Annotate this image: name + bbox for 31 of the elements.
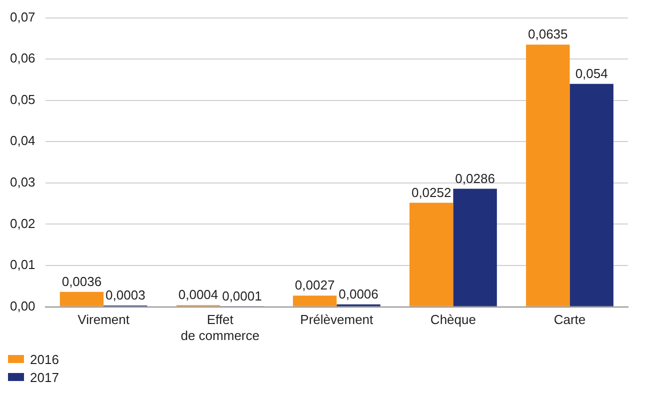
data-label: 0,054: [575, 66, 608, 81]
x-tick-label: Chèque: [430, 312, 476, 328]
legend-label: 2017: [30, 370, 59, 384]
x-tick-label: Effet de commerce: [180, 312, 260, 343]
x-tick-label: Prélèvement: [300, 312, 374, 328]
bar: [409, 202, 454, 306]
data-label: 0,0252: [411, 184, 452, 200]
y-tick-label: 0,01: [10, 257, 36, 272]
data-label: 0,0027: [294, 278, 335, 293]
data-label: 0,0635: [528, 26, 568, 42]
y-tick-label: 0,04: [10, 133, 36, 148]
x-tick-label: Virement: [78, 312, 130, 328]
x-tick-label: Carte: [554, 312, 586, 328]
data-label: 0,0036: [62, 274, 102, 290]
y-tick-label: 0,00: [10, 298, 36, 314]
bar: [526, 44, 570, 306]
legend-label: 2016: [30, 352, 59, 366]
y-tick-label: 0,05: [10, 92, 36, 107]
data-label: 0,0286: [455, 170, 495, 186]
bar: [453, 188, 497, 306]
data-label: 0,0003: [106, 288, 146, 303]
data-label: 0,0001: [222, 288, 262, 304]
bar: [570, 84, 614, 306]
data-label: 0,0004: [178, 287, 218, 302]
y-tick-label: 0,03: [10, 174, 36, 190]
y-tick-label: 0,02: [10, 216, 36, 231]
y-tick-label: 0,07: [10, 9, 36, 24]
data-label: 0,0006: [338, 286, 378, 302]
y-tick-label: 0,06: [10, 50, 36, 66]
bar: [60, 292, 104, 306]
bar: [292, 296, 337, 306]
